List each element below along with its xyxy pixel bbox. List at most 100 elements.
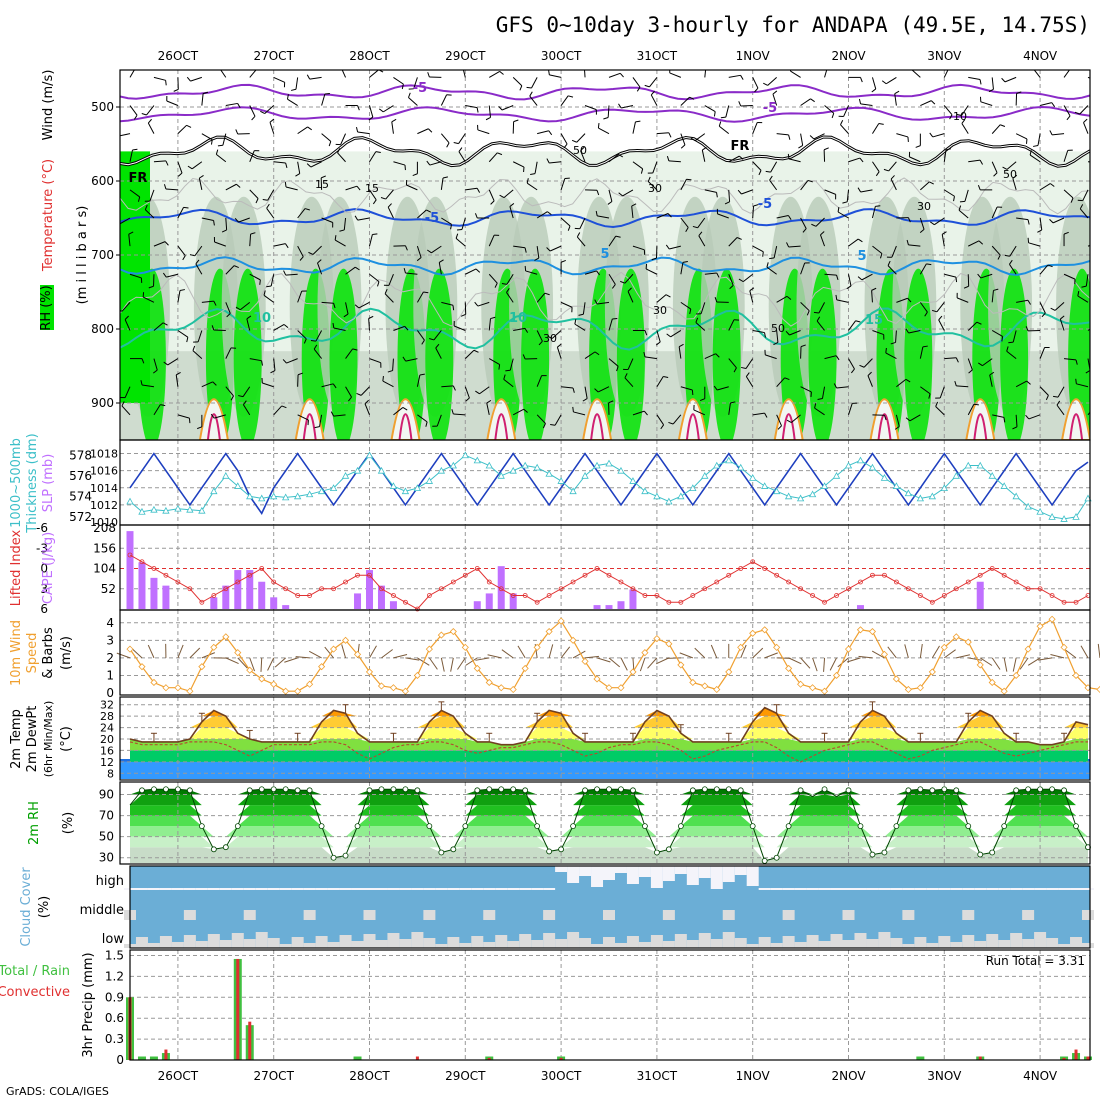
wind-barb-flag — [714, 297, 718, 303]
cloud-high-block — [722, 866, 735, 882]
cloud-low-block — [698, 933, 711, 948]
wind-barb-flag — [435, 343, 440, 349]
wind-barb-flag — [715, 353, 720, 358]
surface-wind-barb — [440, 657, 445, 672]
wind-barb-flag — [270, 370, 276, 374]
wind-barb-flag — [811, 223, 817, 227]
wind-barb-flag — [186, 337, 189, 343]
wind-barb-flag — [907, 297, 912, 303]
wind-barb — [121, 302, 131, 312]
wind-speed-marker — [294, 687, 302, 695]
wind-barb — [816, 320, 825, 331]
wind-barb — [814, 407, 825, 416]
wind-barb-flag — [387, 203, 392, 208]
wind-barb — [632, 121, 636, 134]
cloud-low-block — [1010, 933, 1023, 948]
wind-speed-marker — [629, 668, 637, 676]
wind-barb — [1063, 273, 1076, 280]
wind-barb-flag — [144, 204, 148, 210]
wind-barb-flag — [911, 65, 913, 70]
lifted-index-marker — [834, 593, 839, 598]
wind-barb — [201, 93, 204, 106]
thickness-marker — [677, 492, 685, 500]
cloud-high-block — [686, 866, 699, 885]
thickness-marker — [689, 484, 697, 492]
contour-label: 5 — [600, 247, 609, 262]
wind-barb — [872, 161, 880, 172]
wind-barb — [417, 128, 429, 135]
contour-label: 50 — [1003, 168, 1017, 181]
wind-barb — [848, 358, 855, 370]
rh-marker — [318, 823, 325, 830]
wind-barb — [384, 293, 394, 303]
wind-barb — [597, 386, 610, 393]
slp-tick: 1014 — [90, 482, 118, 495]
wind-barb — [991, 77, 994, 90]
cloud-low-block — [842, 940, 855, 948]
wind-barb — [728, 274, 734, 286]
wind-barb — [246, 318, 251, 331]
wind-barb-flag — [211, 325, 215, 331]
rh-marker — [869, 851, 876, 858]
lifted-index-marker — [618, 579, 624, 585]
wind-barb-flag — [837, 206, 840, 213]
wind-barb — [506, 292, 514, 303]
wind-barb — [464, 349, 475, 359]
wind-barb — [895, 414, 900, 427]
wind-barb — [177, 330, 189, 338]
cloud-low-block — [806, 935, 819, 948]
wind-barb-flag — [736, 237, 742, 240]
wind-barb — [1063, 189, 1074, 199]
precip-tick: 0.3 — [105, 1032, 124, 1046]
rh-marker — [785, 823, 792, 830]
surface-wind-barb — [249, 657, 256, 672]
cloud-high-block — [662, 866, 675, 881]
wind-barb — [309, 76, 322, 80]
rh-marker — [450, 846, 457, 853]
surface-wind-barb — [596, 657, 611, 663]
surface-wind-barb — [457, 657, 466, 670]
cloud-low-block — [567, 932, 580, 948]
wind-speed-marker — [653, 635, 661, 643]
wind-barb — [991, 290, 994, 303]
wind-barb — [382, 380, 394, 388]
wind-barb — [843, 105, 849, 117]
wind-barb — [488, 152, 498, 163]
wind-barb-flag — [429, 338, 435, 341]
hot-column — [1069, 413, 1084, 440]
surface-wind-barb — [919, 643, 923, 658]
wind-barb-flag — [416, 257, 422, 262]
wind-barb-flag — [299, 256, 304, 261]
wind-barb-flag — [689, 308, 692, 315]
wind-barb — [919, 217, 925, 230]
cloud-mid-block — [363, 910, 376, 920]
cloud-low-block — [614, 943, 627, 948]
wind-barb — [800, 217, 807, 229]
wind-barb-flag — [538, 340, 543, 346]
cloud-high-trace — [351, 888, 364, 890]
wind-barb — [345, 185, 358, 191]
wind-barb — [770, 161, 778, 173]
wind-barb — [129, 70, 135, 78]
cloud-low-block — [962, 935, 975, 948]
cloud-high-trace — [974, 888, 987, 890]
surface-wind-barb — [1027, 657, 1041, 666]
wind-barb — [297, 414, 309, 421]
wind-barb — [220, 70, 227, 78]
contour-label: -5 — [763, 101, 777, 116]
wind-barb-flag — [332, 322, 335, 329]
wind-barb — [647, 181, 658, 191]
cloud-high-trace — [327, 888, 340, 890]
rh-marker — [642, 823, 648, 830]
wind-barb — [191, 161, 203, 170]
wind-barb — [704, 70, 707, 78]
wind-barb — [895, 330, 897, 343]
wind-barb — [573, 411, 586, 416]
lifted-index-marker — [905, 586, 911, 592]
surface-wind-barb — [620, 657, 628, 671]
rh-marker — [174, 786, 181, 793]
wind-barb — [800, 180, 809, 191]
wind-barb — [728, 189, 731, 202]
wind-barb — [177, 414, 190, 419]
